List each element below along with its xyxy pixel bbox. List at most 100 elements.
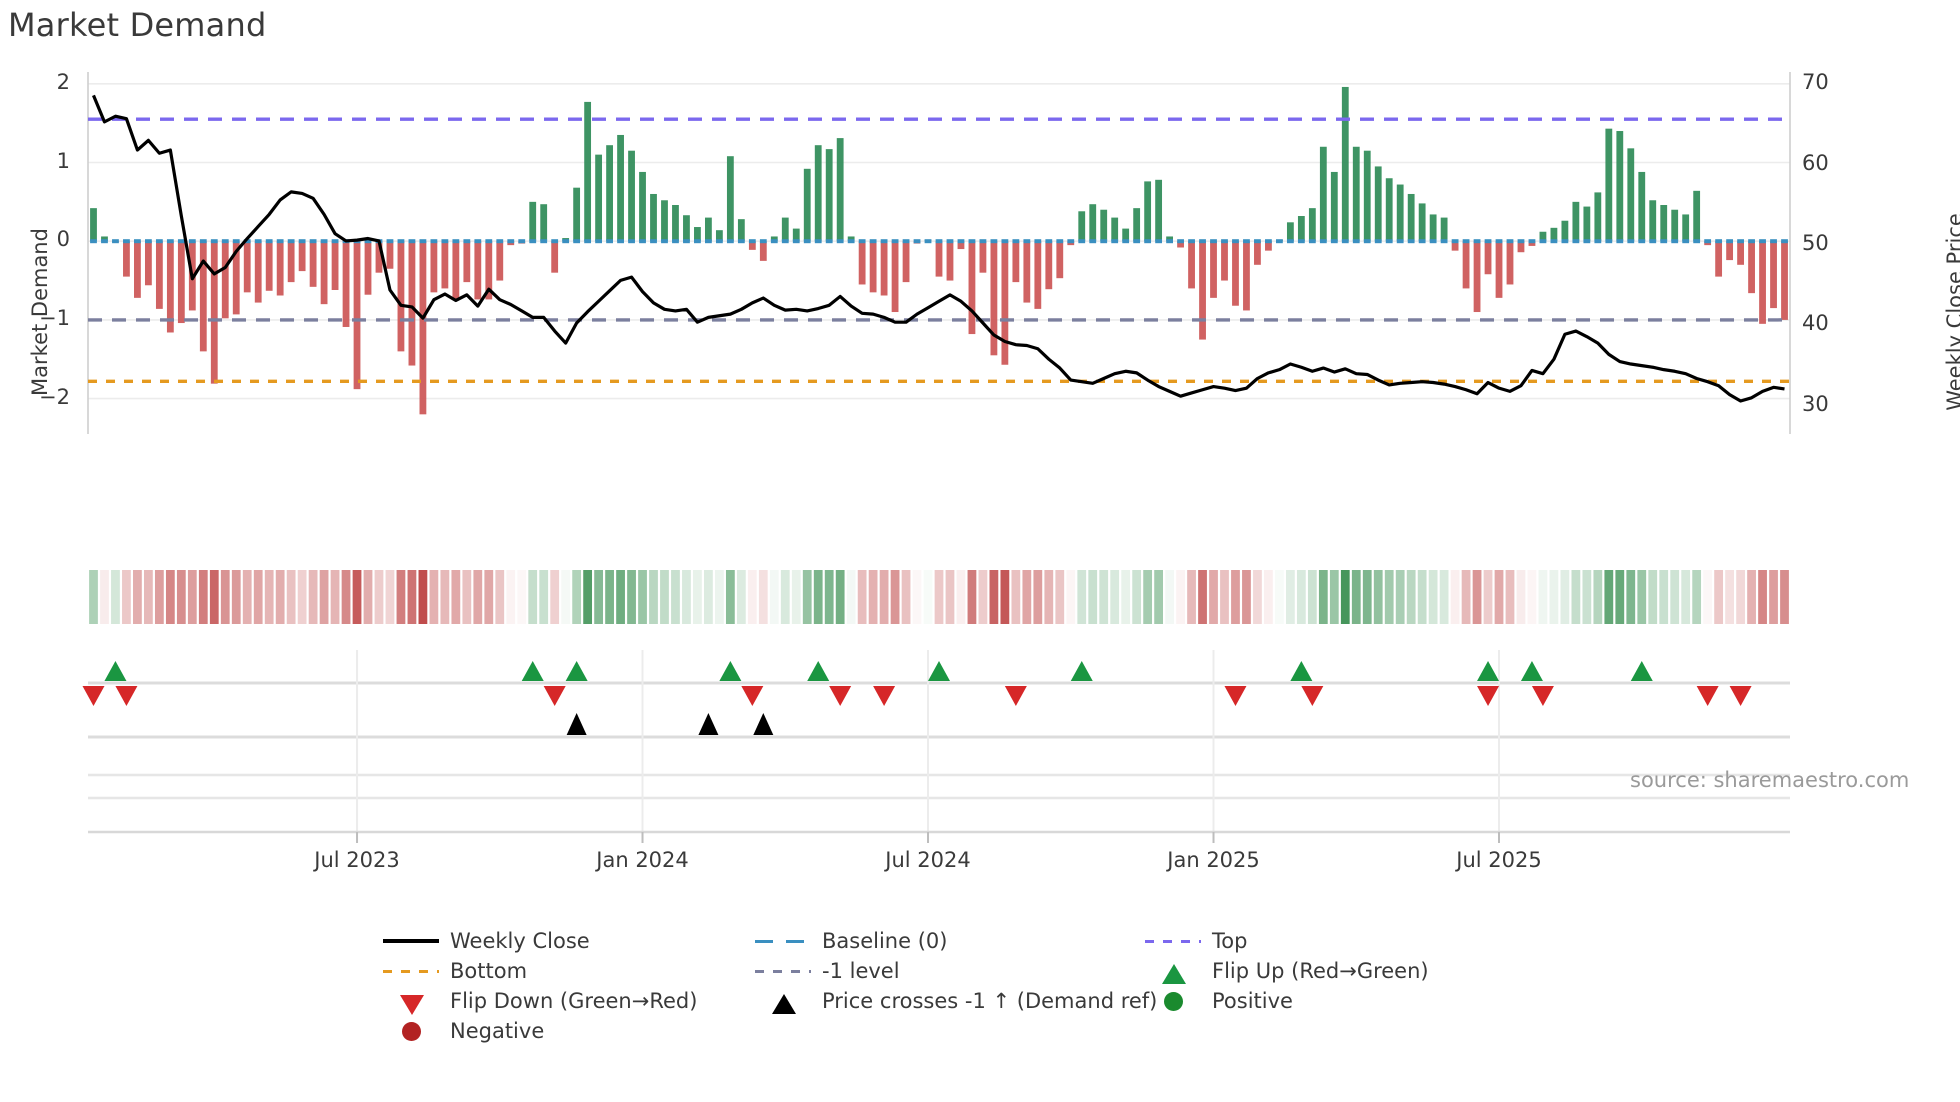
heatmap-cell [857,570,867,624]
heatmap-cell [473,570,483,624]
legend-item[interactable]: -1 level [752,958,900,984]
demand-bar [1045,241,1053,290]
heatmap-cell [1538,570,1548,624]
demand-bar [1265,241,1272,251]
heatmap-cell [846,570,856,624]
demand-bar [990,241,998,356]
demand-bar [408,241,416,366]
legend-item[interactable]: Bottom [380,958,527,984]
demand-bar [606,145,613,242]
heatmap-cell [1296,570,1306,624]
x-axis-tick-label: Jul 2023 [314,848,400,872]
demand-bar [155,241,163,309]
demand-bar [1748,241,1755,294]
y-axis-right-tick: 60 [1802,150,1829,175]
demand-bar [265,241,273,291]
line-swatch [755,969,811,973]
demand-bar [1671,209,1679,242]
dotted-line-icon [1142,928,1204,954]
flip-up-marker [1290,661,1313,681]
demand-bar [1495,241,1503,298]
demand-bar [90,208,97,242]
heatmap-cell [1011,570,1021,624]
legend-item[interactable]: Baseline (0) [752,928,947,954]
flip-up-marker [1477,661,1500,681]
flip-down-marker [1477,686,1500,706]
legend-item[interactable]: Price crosses -1 ↑ (Demand ref) [752,988,1157,1014]
demand-bar [968,241,976,335]
solid-line-icon [380,928,442,954]
y-axis-left-tick: 2 [56,69,70,94]
heatmap-cell [429,570,439,624]
heatmap-cell [275,570,285,624]
page-title: Market Demand [8,6,267,44]
heatmap-cell [693,570,702,624]
legend-item[interactable]: Negative [380,1018,544,1044]
legend-item[interactable]: Flip Down (Green→Red) [380,988,697,1015]
heatmap-cell [1022,570,1032,624]
demand-bar [123,241,130,277]
heatmap-cell [1483,570,1493,624]
heatmap-cell [209,570,219,624]
legend-label: Price crosses -1 ↑ (Demand ref) [822,989,1158,1013]
legend-label: Baseline (0) [822,929,948,953]
heatmap-cell [1231,570,1240,624]
heatmap-cell [583,570,593,624]
heatmap-cell [1648,570,1658,624]
heatmap-cell [682,570,691,624]
flip-up-marker [928,661,950,681]
heatmap-cell [242,570,252,624]
demand-bar [1023,241,1031,303]
demand-bar [1462,241,1470,289]
heatmap-cell [341,570,351,624]
heatmap-cell [1033,570,1043,624]
demand-bar [276,241,284,296]
heatmap-cell [978,570,988,624]
legend-item[interactable]: Top [1142,928,1247,954]
heatmap-cell [616,570,625,624]
demand-bar [1550,227,1558,242]
legend-item[interactable]: Flip Up (Red→Green) [1142,958,1429,984]
heatmap-cell [824,570,834,624]
heatmap-cell [1725,570,1734,624]
demand-bar [1517,241,1525,253]
heatmap-cell [1275,570,1284,624]
demand-bar [650,193,657,242]
demand-bar [661,200,668,242]
demand-bar [254,241,262,303]
line-swatch [383,939,439,943]
heatmap-cell [286,570,296,624]
heatmap-cell [1253,570,1262,624]
heatmap-cell [330,570,340,624]
demand-bar [1210,241,1217,298]
legend-item[interactable]: Weekly Close [380,928,590,954]
heatmap-cell [725,570,735,624]
demand-bar [166,241,174,333]
heatmap-cell [835,570,845,624]
heatmap-cell [1143,570,1153,624]
heatmap-cell [1428,570,1438,624]
heatmap-cell [385,570,395,624]
heatmap-cell [1769,570,1778,624]
heatmap-cell [1505,570,1515,624]
heatmap-cell [1615,570,1625,624]
demand-bar [540,204,548,242]
heatmap-cell [813,570,823,624]
legend-label: Bottom [450,959,528,983]
demand-bar [1638,171,1646,242]
heatmap-cell [1681,570,1691,624]
heatmap-cell [736,570,746,624]
heatmap-cell [934,570,944,624]
heatmap-cell [1132,570,1142,624]
demand-bar [1737,241,1744,265]
demand-bar [1682,214,1690,242]
y-axis-right-tick: 70 [1802,70,1829,95]
demand-bar [825,149,833,242]
legend-item[interactable]: Positive [1142,988,1293,1014]
demand-bar [485,241,493,300]
heatmap-cell [945,570,955,624]
demand-bar [551,241,559,273]
heatmap-cell [1362,570,1372,624]
flip-down-marker [115,686,138,706]
